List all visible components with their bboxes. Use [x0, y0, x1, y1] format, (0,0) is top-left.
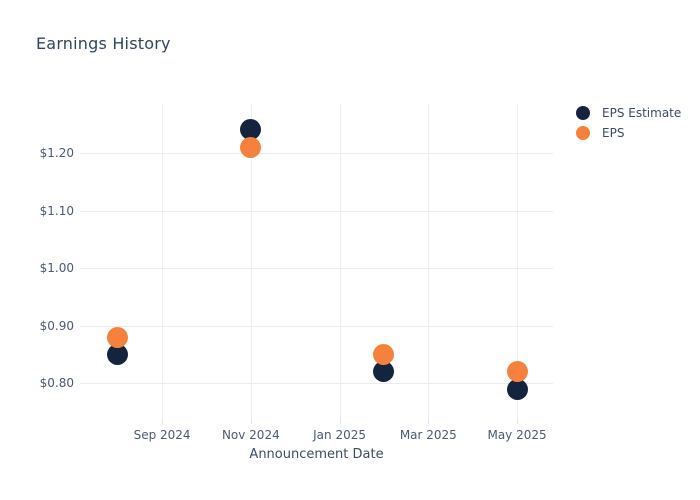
vertical-gridline [162, 104, 164, 418]
x-tick-mark [428, 418, 430, 424]
x-tick-mark [517, 418, 519, 424]
horizontal-gridline [80, 268, 553, 270]
x-tick-label: Nov 2024 [221, 428, 280, 442]
x-tick-mark [339, 418, 341, 424]
vertical-gridline [428, 104, 430, 418]
horizontal-gridline [80, 152, 553, 154]
horizontal-gridline [80, 383, 553, 385]
legend-swatch-icon [576, 126, 590, 140]
vertical-gridline [339, 104, 341, 418]
legend: EPS Estimate EPS [576, 103, 681, 143]
data-point-eps[interactable] [107, 326, 129, 348]
data-point-eps-estimate[interactable] [373, 361, 395, 383]
plot-area: $0.80 $0.90 $1.00 $1.10 $1.20 Sep 2024 Nov 202… [40, 104, 553, 442]
x-axis-title: Announcement Date [249, 447, 384, 462]
horizontal-gridline [80, 325, 553, 327]
vertical-gridline [517, 104, 519, 418]
x-tick-mark [162, 418, 164, 424]
legend-item-eps[interactable]: EPS [576, 123, 681, 143]
x-tick-label: Jan 2025 [313, 428, 366, 442]
x-tick-mark [250, 418, 252, 424]
data-point-eps[interactable] [506, 361, 528, 383]
data-point-eps[interactable] [240, 136, 262, 158]
data-point-eps[interactable] [373, 344, 395, 366]
y-tick-label: $1.10 [39, 203, 74, 218]
legend-label: EPS [602, 126, 625, 140]
legend-label: EPS Estimate [602, 106, 682, 120]
data-point-eps-estimate[interactable] [240, 119, 262, 141]
y-tick-label: $1.00 [39, 261, 74, 276]
x-tick-label: Sep 2024 [133, 428, 191, 442]
y-tick-label: $0.80 [39, 376, 74, 391]
vertical-gridline [250, 104, 252, 418]
y-tick-label: $1.20 [39, 145, 74, 160]
x-tick-label: May 2025 [487, 428, 547, 442]
y-tick-label: $0.90 [39, 318, 74, 333]
legend-swatch-icon [576, 106, 590, 120]
data-point-eps-estimate[interactable] [107, 344, 129, 366]
chart-title: Earnings History [36, 34, 171, 53]
data-point-eps-estimate[interactable] [506, 378, 528, 400]
x-tick-label: Mar 2025 [399, 428, 457, 442]
horizontal-gridline [80, 210, 553, 212]
legend-item-eps-estimate[interactable]: EPS Estimate [576, 103, 681, 123]
